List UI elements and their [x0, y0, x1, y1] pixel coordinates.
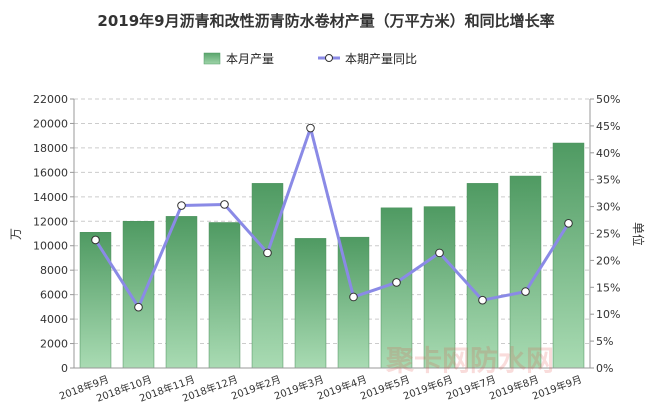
y-right-ticks: 0% 5% 10% 15% 20% 25% 30% 35% 40% 45% 50%: [590, 93, 620, 375]
line-series: [91, 123, 573, 312]
y-left-ticks: 0 2000 4000 6000 8000 10000 12000 14000 16000 180…: [33, 93, 74, 375]
legend-bar-label: 本月产量: [226, 52, 274, 66]
legend-bar-swatch: [203, 52, 221, 65]
bar: [165, 216, 198, 369]
chart-title: 2019年9月沥青和改性沥青防水卷材产量（万平方米）和同比增长率: [97, 12, 554, 30]
y-right-tick-label: 25%: [596, 228, 620, 241]
y-right-tick-label: 20%: [596, 254, 620, 267]
bar-series: [79, 142, 585, 369]
legend: 本月产量 本期产量同比: [203, 52, 417, 66]
line-point: [263, 248, 272, 258]
bar: [251, 183, 284, 369]
y-right-tick-label: 50%: [596, 93, 620, 106]
watermark: 聚卡网防水网: [385, 344, 554, 377]
bar: [509, 175, 542, 369]
bar: [79, 232, 112, 369]
x-tick-label: 2019年9月: [530, 373, 583, 403]
gridlines: [74, 98, 590, 345]
y-right-label: 单位: [631, 222, 646, 246]
line-point: [220, 200, 229, 209]
y-right-tick-label: 15%: [596, 281, 620, 294]
bar: [423, 206, 456, 369]
y-left-tick-label: 20000: [33, 117, 68, 130]
y-left-tick-label: 14000: [33, 191, 68, 204]
line-point: [564, 218, 573, 228]
line-point: [349, 292, 358, 302]
y-left-tick-label: 2000: [40, 338, 68, 351]
y-right-tick-label: 5%: [596, 335, 613, 348]
y-right-tick-label: 35%: [596, 174, 620, 187]
y-right-tick-label: 45%: [596, 120, 620, 133]
x-ticks: 2018年9月2018年10月2018年11月2018年12月2019年2月20…: [57, 373, 583, 405]
line-point: [134, 302, 143, 312]
y-right-tick-label: 10%: [596, 308, 620, 321]
y-left-tick-label: 18000: [33, 142, 68, 155]
y-left-tick-label: 8000: [40, 264, 68, 277]
line-path: [94, 126, 570, 309]
y-left-tick-label: 22000: [33, 93, 68, 106]
bar: [294, 238, 327, 369]
y-left-tick-label: 10000: [33, 240, 68, 253]
y-left-tick-label: 0: [61, 362, 68, 375]
y-left-tick-label: 12000: [33, 215, 68, 228]
y-right-tick-label: 30%: [596, 201, 620, 214]
line-point: [435, 248, 444, 258]
legend-line-label: 本期产量同比: [345, 52, 417, 66]
bar: [466, 183, 499, 369]
bar: [122, 221, 155, 369]
y-left-tick-label: 16000: [33, 166, 68, 179]
line-point: [392, 278, 401, 287]
line-point: [306, 123, 315, 133]
line-point: [521, 287, 530, 296]
y-left-label: 万: [9, 228, 23, 240]
bar: [380, 207, 413, 369]
line-point: [177, 201, 186, 210]
bar: [208, 222, 241, 369]
line-point: [478, 295, 487, 305]
bar: [552, 142, 585, 369]
line-point: [91, 235, 100, 245]
y-left-tick-label: 6000: [40, 289, 68, 302]
y-left-tick-label: 4000: [40, 313, 68, 326]
legend-line-marker: [325, 54, 333, 62]
y-right-tick-label: 40%: [596, 147, 620, 160]
y-right-tick-label: 0%: [596, 362, 613, 375]
